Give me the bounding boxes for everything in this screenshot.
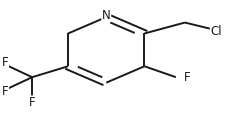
Text: F: F	[2, 56, 8, 69]
Text: N: N	[101, 9, 110, 22]
Text: F: F	[183, 71, 189, 84]
Text: F: F	[2, 85, 8, 98]
Text: F: F	[29, 96, 35, 109]
Text: Cl: Cl	[209, 25, 221, 38]
